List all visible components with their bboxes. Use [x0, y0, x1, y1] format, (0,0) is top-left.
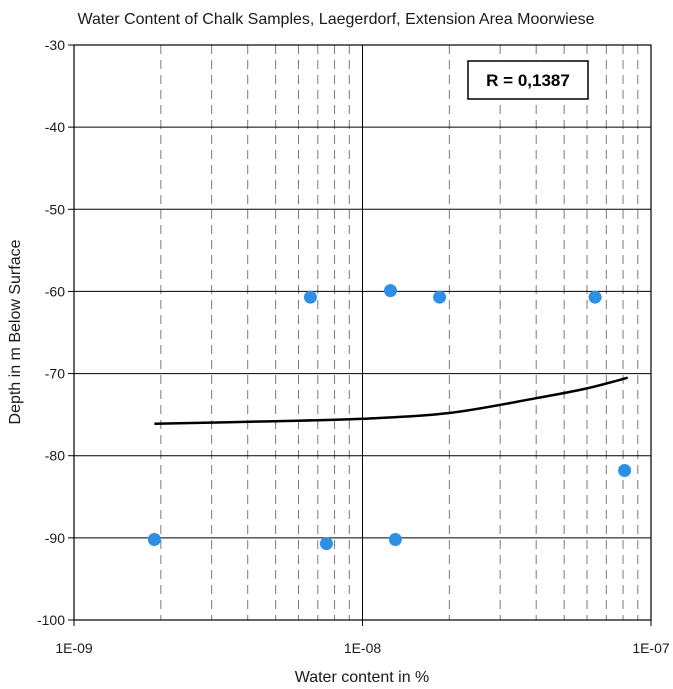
data-point	[383, 284, 397, 298]
x-tick-label: 1E-08	[344, 640, 382, 656]
y-tick-label: -80	[45, 448, 65, 464]
r-annotation: R = 0,1387	[467, 60, 589, 100]
trendline	[154, 376, 629, 425]
y-tick-labels: -30 -40 -50 -60 -70 -80 -90 -100	[37, 37, 74, 628]
chart-title: Water Content of Chalk Samples, Laegerdo…	[78, 11, 595, 28]
data-points	[147, 284, 632, 551]
x-tick-label: 1E-07	[632, 640, 670, 656]
data-point	[433, 290, 447, 304]
y-tick-label: -30	[45, 37, 65, 53]
y-tick-label: -60	[45, 283, 65, 299]
data-point	[618, 464, 632, 477]
y-tick-label: -50	[45, 201, 65, 217]
y-tick-label: -40	[45, 119, 65, 135]
x-tick-labels: 1E-09 1E-08 1E-07	[55, 620, 670, 656]
data-point	[319, 537, 333, 551]
y-tick-label: -70	[45, 366, 65, 382]
x-axis-label: Water content in %	[295, 669, 430, 686]
r-annotation-box	[467, 60, 589, 100]
r-annotation-text: R = 0,1387	[486, 71, 570, 90]
y-axis-label: Depth in m Below Surface	[7, 239, 24, 424]
minor-gridlines	[160, 45, 639, 620]
data-point	[147, 533, 161, 546]
y-tick-label: -100	[37, 612, 65, 628]
x-tick-label: 1E-09	[55, 640, 93, 656]
data-point	[303, 290, 317, 304]
trendline-layer	[154, 376, 629, 425]
data-point	[588, 290, 602, 304]
y-tick-label: -90	[45, 530, 65, 546]
data-point	[388, 533, 402, 546]
